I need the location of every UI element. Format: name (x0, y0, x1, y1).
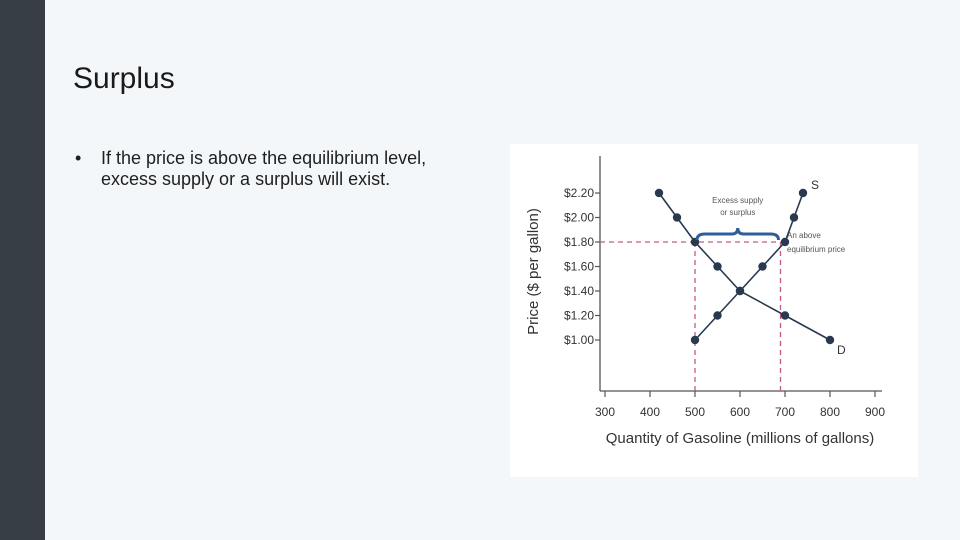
demand-point (780, 311, 790, 320)
surplus-brace-icon (695, 227, 780, 241)
price-annotation-line-2: equilibrium price (787, 245, 846, 254)
supply-point (789, 213, 799, 222)
y-tick-label: $2.00 (564, 211, 594, 225)
x-tick-label: 500 (685, 405, 705, 419)
y-tick-label: $1.60 (564, 260, 594, 274)
x-tick-label: 900 (865, 405, 885, 419)
demand-point (713, 262, 722, 271)
y-tick-label: $1.40 (564, 284, 594, 298)
supply-point (758, 262, 767, 271)
x-tick-label: 800 (820, 405, 840, 419)
brace-label-line-1: Excess supply (712, 196, 763, 205)
demand-curve-label: D (837, 343, 846, 357)
supply-curve-label: S (811, 178, 819, 192)
bullet-list: • If the price is above the equilibrium … (75, 148, 445, 190)
bullet-item: • If the price is above the equilibrium … (75, 148, 445, 190)
chart-annotations: S D Excess supply or surplus An above equilib… (695, 178, 846, 357)
price-annotation-line-1: An above (787, 231, 821, 240)
bullet-dot-icon: • (75, 148, 82, 168)
x-tick-label: 700 (775, 405, 795, 419)
y-tick-label: $1.00 (564, 333, 594, 347)
x-tick-label: 300 (595, 405, 615, 419)
chart-panel: $1.00 $1.20 $1.40 $1.60 $1.80 $2.00 $2.20 300 40… (510, 144, 918, 477)
x-tick-label: 400 (640, 405, 660, 419)
x-axis-title: Quantity of Gasoline (millions of gallon… (606, 430, 874, 447)
brace-label-line-2: or surplus (720, 208, 755, 217)
chart-axes: $1.00 $1.20 $1.40 $1.60 $1.80 $2.00 $2.20 300 40… (525, 156, 885, 447)
slide-title: Surplus (73, 62, 175, 95)
y-tick-label: $1.80 (564, 235, 594, 249)
x-tick-label: 600 (730, 405, 750, 419)
y-tick-label: $1.20 (564, 309, 594, 323)
supply-point (780, 237, 790, 247)
supply-point (690, 335, 700, 345)
demand-point (654, 188, 664, 198)
demand-point (825, 335, 835, 345)
supply-demand-chart: $1.00 $1.20 $1.40 $1.60 $1.80 $2.00 $2.20 300 40… (525, 156, 885, 447)
y-tick-label: $2.20 (564, 186, 594, 200)
left-sidebar-bar (0, 0, 45, 540)
bullet-text: If the price is above the equilibrium le… (101, 148, 427, 189)
demand-point (735, 286, 745, 296)
chart-points (654, 188, 835, 345)
supply-point (798, 188, 808, 198)
y-axis-title: Price ($ per gallon) (525, 208, 542, 335)
supply-point (713, 311, 722, 320)
chart-reference-lines (600, 241, 782, 391)
demand-point (672, 213, 682, 222)
